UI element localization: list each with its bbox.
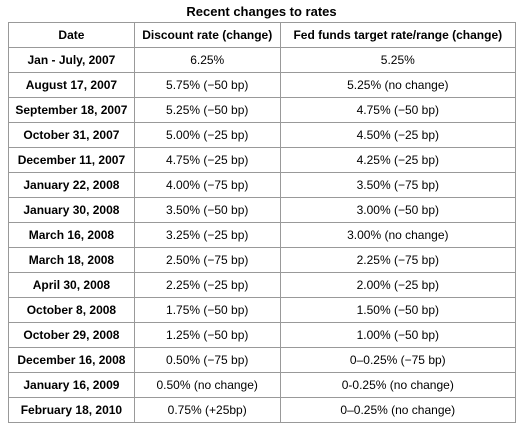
- date-cell: August 17, 2007: [8, 72, 135, 98]
- date-cell: October 29, 2008: [8, 322, 135, 348]
- header-date: Date: [8, 22, 135, 48]
- fed-funds-rate-cell: 3.00% (−50 bp): [279, 197, 517, 223]
- discount-rate-cell: 5.75% (−50 bp): [133, 72, 281, 98]
- table-row: January 16, 2009 0.50% (no change) 0-0.25%…: [8, 372, 517, 398]
- date-cell: April 30, 2008: [8, 272, 135, 298]
- fed-funds-rate-cell: 1.00% (−50 bp): [279, 322, 517, 348]
- date-cell: December 11, 2007: [8, 147, 135, 173]
- date-cell: January 16, 2009: [8, 372, 135, 398]
- table-body: Jan - July, 2007 6.25% 5.25% August 17, 200…: [8, 47, 517, 423]
- rates-table: Date Discount rate (change) Fed funds ta…: [8, 22, 517, 423]
- table-row: August 17, 2007 5.75% (−50 bp) 5.25% (no c…: [8, 72, 517, 98]
- date-cell: March 18, 2008: [8, 247, 135, 273]
- fed-funds-rate-cell: 0–0.25% (−75 bp): [279, 347, 517, 373]
- discount-rate-cell: 3.50% (−50 bp): [133, 197, 281, 223]
- discount-rate-cell: 5.00% (−25 bp): [133, 122, 281, 148]
- table-row: March 16, 2008 3.25% (−25 bp) 3.00% (no ch…: [8, 222, 517, 248]
- date-cell: September 18, 2007: [8, 97, 135, 123]
- discount-rate-cell: 5.25% (−50 bp): [133, 97, 281, 123]
- discount-rate-cell: 0.50% (−75 bp): [133, 347, 281, 373]
- discount-rate-cell: 1.25% (−50 bp): [133, 322, 281, 348]
- table-row: October 8, 2008 1.75% (−50 bp) 1.50% (−50 …: [8, 297, 517, 323]
- discount-rate-cell: 0.75% (+25bp): [133, 397, 281, 423]
- date-cell: December 16, 2008: [8, 347, 135, 373]
- table-row: February 18, 2010 0.75% (+25bp) 0–0.25% (n…: [8, 397, 517, 423]
- date-cell: October 8, 2008: [8, 297, 135, 323]
- table-row: January 22, 2008 4.00% (−75 bp) 3.50% (−75…: [8, 172, 517, 198]
- header-fed-funds-rate: Fed funds target rate/range (change): [279, 22, 517, 48]
- fed-funds-rate-cell: 4.75% (−50 bp): [279, 97, 517, 123]
- fed-funds-rate-cell: 4.25% (−25 bp): [279, 147, 517, 173]
- discount-rate-cell: 4.75% (−25 bp): [133, 147, 281, 173]
- fed-funds-rate-cell: 3.50% (−75 bp): [279, 172, 517, 198]
- date-cell: January 30, 2008: [8, 197, 135, 223]
- table-row: September 18, 2007 5.25% (−50 bp) 4.75% (−…: [8, 97, 517, 123]
- date-cell: January 22, 2008: [8, 172, 135, 198]
- fed-funds-rate-cell: 4.50% (−25 bp): [279, 122, 517, 148]
- discount-rate-cell: 6.25%: [133, 47, 281, 73]
- discount-rate-cell: 3.25% (−25 bp): [133, 222, 281, 248]
- header-row: Date Discount rate (change) Fed funds ta…: [8, 22, 517, 48]
- table-row: April 30, 2008 2.25% (−25 bp) 2.00% (−25 b…: [8, 272, 517, 298]
- table-caption: Recent changes to rates: [186, 4, 337, 19]
- fed-funds-rate-cell: 2.00% (−25 bp): [279, 272, 517, 298]
- discount-rate-cell: 2.25% (−25 bp): [133, 272, 281, 298]
- fed-funds-rate-cell: 0-0.25% (no change): [279, 372, 517, 398]
- table-row: December 16, 2008 0.50% (−75 bp) 0–0.25% (…: [8, 347, 517, 373]
- header-discount-rate: Discount rate (change): [133, 22, 281, 48]
- fed-funds-rate-cell: 5.25% (no change): [279, 72, 517, 98]
- discount-rate-cell: 2.50% (−75 bp): [133, 247, 281, 273]
- date-cell: March 16, 2008: [8, 222, 135, 248]
- table-row: March 18, 2008 2.50% (−75 bp) 2.25% (−75 b…: [8, 247, 517, 273]
- fed-funds-rate-cell: 3.00% (no change): [279, 222, 517, 248]
- fed-funds-rate-cell: 0–0.25% (no change): [279, 397, 517, 423]
- table-row: October 31, 2007 5.00% (−25 bp) 4.50% (−25…: [8, 122, 517, 148]
- discount-rate-cell: 0.50% (no change): [133, 372, 281, 398]
- discount-rate-cell: 4.00% (−75 bp): [133, 172, 281, 198]
- fed-funds-rate-cell: 2.25% (−75 bp): [279, 247, 517, 273]
- table-row: Jan - July, 2007 6.25% 5.25%: [8, 47, 517, 73]
- fed-funds-rate-cell: 1.50% (−50 bp): [279, 297, 517, 323]
- date-cell: October 31, 2007: [8, 122, 135, 148]
- table-row: October 29, 2008 1.25% (−50 bp) 1.00% (−50…: [8, 322, 517, 348]
- table-row: December 11, 2007 4.75% (−25 bp) 4.25% (−2…: [8, 147, 517, 173]
- table-row: January 30, 2008 3.50% (−50 bp) 3.00% (−50…: [8, 197, 517, 223]
- date-cell: February 18, 2010: [8, 397, 135, 423]
- discount-rate-cell: 1.75% (−50 bp): [133, 297, 281, 323]
- date-cell: Jan - July, 2007: [8, 47, 135, 73]
- fed-funds-rate-cell: 5.25%: [279, 47, 517, 73]
